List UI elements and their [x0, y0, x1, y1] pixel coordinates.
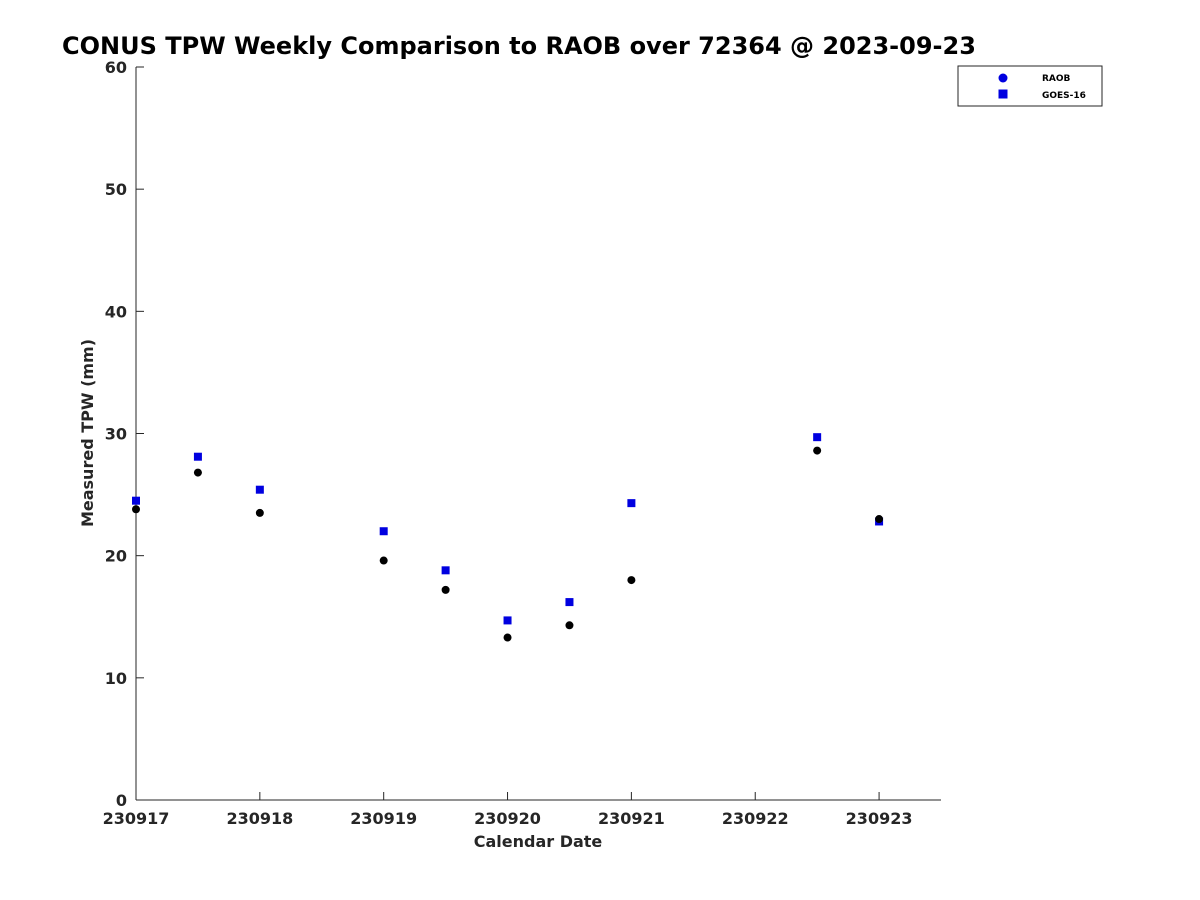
y-tick-label: 20 — [105, 547, 127, 566]
goes16-point — [441, 566, 450, 575]
goes16-point — [132, 496, 140, 505]
x-ticks: 230917 230918 230919 230920 230921 230922 2309… — [103, 792, 913, 828]
legend-goes16-marker — [998, 89, 1008, 99]
goes16-point — [379, 527, 388, 536]
goes16-point — [627, 499, 636, 508]
legend-raob-marker — [998, 73, 1008, 83]
raob-point — [875, 515, 884, 524]
y-tick-label: 10 — [105, 669, 127, 688]
y-tick-label: 40 — [105, 302, 127, 321]
y-tick-label: 0 — [116, 791, 127, 810]
y-axis-label: Measured TPW (mm) — [78, 339, 97, 527]
raob-point — [503, 633, 512, 642]
x-tick-label: 230921 — [598, 809, 665, 828]
y-ticks: 0 10 20 30 40 50 60 — [105, 58, 144, 810]
goes16-point — [565, 598, 574, 607]
raob-point — [565, 621, 574, 630]
raob-point — [441, 585, 450, 594]
raob-point — [255, 508, 264, 517]
raob-point — [813, 446, 822, 455]
raob-point — [627, 576, 636, 585]
legend-box — [957, 65, 1103, 107]
chart-title: CONUS TPW Weekly Comparison to RAOB over… — [62, 32, 976, 60]
data-markers — [132, 433, 884, 642]
y-tick-label: 30 — [105, 425, 127, 444]
raob-point — [132, 505, 140, 514]
x-tick-label: 230922 — [722, 809, 789, 828]
raob-point — [193, 468, 202, 477]
x-tick-label: 230918 — [226, 809, 293, 828]
x-axis-label: Calendar Date — [474, 832, 603, 851]
x-tick-label: 230923 — [846, 809, 913, 828]
x-tick-label: 230917 — [103, 809, 170, 828]
goes16-point — [193, 452, 202, 461]
legend-raob-label: RAOB — [1042, 74, 1071, 84]
goes16-point — [255, 485, 264, 494]
goes16-point — [813, 433, 822, 442]
legend-goes16-label: GOES-16 — [1042, 91, 1086, 101]
raob-point — [379, 556, 388, 565]
legend: RAOB GOES-16 — [957, 65, 1103, 107]
x-tick-label: 230919 — [350, 809, 417, 828]
y-tick-label: 60 — [105, 58, 127, 77]
goes16-point — [503, 616, 512, 625]
x-tick-label: 230920 — [474, 809, 541, 828]
y-tick-label: 50 — [105, 180, 127, 199]
